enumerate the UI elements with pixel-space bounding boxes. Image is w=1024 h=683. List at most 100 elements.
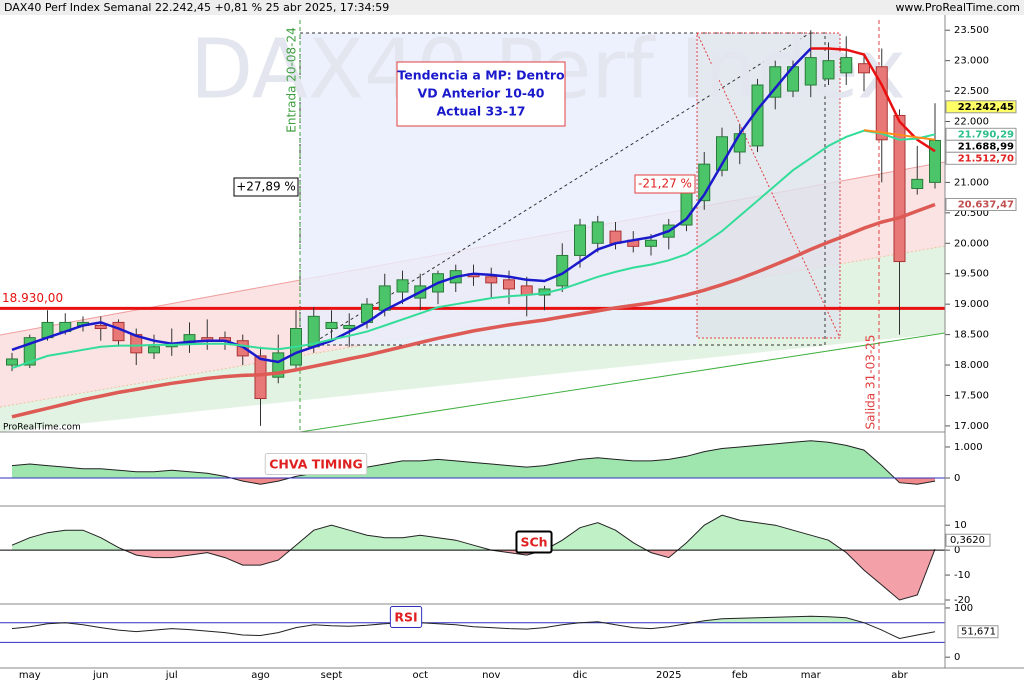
annotation-line: VD Anterior 10-40 [418, 86, 545, 101]
candle-body [929, 139, 941, 183]
candle-body [325, 321, 338, 330]
moving-average [11, 202, 936, 419]
y-tick-label: -10 [954, 570, 970, 581]
x-tick-label: feb [732, 670, 748, 681]
last-value: 51,671 [961, 627, 996, 638]
candle-body [254, 355, 267, 400]
candle-body [112, 321, 125, 342]
indicator-panes: 0 1.000 CHVA TIMING -20 -10 0 10 0,3620 SCh 0 100 5… [0, 440, 999, 663]
candle-body [645, 239, 657, 247]
candle-body [893, 114, 906, 263]
candle-body [804, 57, 817, 86]
indicator-line [11, 615, 936, 640]
candle-body [840, 57, 853, 74]
y-tick-label: 20.000 [954, 238, 989, 249]
candle-body [272, 352, 285, 378]
annotation-line: Tendencia a MP: Dentro [397, 68, 565, 83]
price-label: 21.512,70 [958, 153, 1014, 164]
x-tick-label: jul [165, 670, 178, 681]
indicator-label: CHVA TIMING [269, 457, 362, 472]
indicator-area [12, 550, 935, 600]
gain-label: +27,89 % [236, 180, 296, 194]
candle-body [485, 276, 498, 284]
indicator-area [12, 478, 935, 485]
price-label: 21.688,99 [958, 141, 1014, 152]
y-tick-label: 0 [954, 473, 960, 484]
y-tick-label: 19.500 [954, 269, 989, 280]
y-tick-label: 1.000 [954, 442, 983, 453]
candle-body [698, 163, 711, 202]
y-tick-label: 18.000 [954, 360, 989, 371]
candle-body [574, 224, 586, 256]
y-tick-label: 23.500 [954, 25, 989, 36]
indicator-label-box [264, 453, 368, 475]
header-title: DAX40 Perf Index Semanal 22.242,45 +0,81… [4, 1, 389, 14]
candle-body [591, 221, 604, 244]
price-label: 20.637,47 [958, 199, 1014, 210]
last-value: 0,3620 [950, 535, 985, 546]
candle-body [23, 337, 36, 366]
x-tick-label: ago [251, 670, 270, 681]
y-tick-label: 17.500 [954, 390, 989, 401]
candle-body [396, 279, 409, 293]
channel-line [299, 332, 945, 432]
annotation-line: Actual 33-17 [436, 104, 525, 119]
candle-body [343, 324, 356, 330]
x-tick-label: abr [891, 670, 908, 681]
indicator-label-box [515, 530, 553, 554]
indicator-line [11, 440, 936, 485]
entry-label: Entrada 20-08-24 [285, 27, 299, 132]
y-tick-label: 100 [954, 603, 973, 614]
support-label: 18.930,00 [2, 291, 63, 305]
y-tick-label: 21.000 [954, 177, 989, 188]
price-label-box [945, 197, 1017, 211]
exit-label: Salida 31-03-25 [864, 335, 878, 430]
gain-box [233, 177, 299, 197]
indicator-pane: 0 100 51,671 RSI [0, 603, 999, 663]
price-label-box [945, 100, 1017, 114]
candle-body [6, 358, 18, 366]
x-tick-label: sept [321, 670, 343, 681]
y-tick-label: 20.500 [954, 208, 989, 219]
source-label: ProRealTime.com [3, 423, 81, 433]
indicator-area [64, 616, 865, 623]
x-tick-label: may [19, 670, 41, 681]
candle-body [378, 285, 391, 311]
candle-body [911, 178, 924, 189]
annotation-box [396, 61, 566, 127]
indicator-label-box [389, 606, 423, 628]
indicator-pane: -20 -10 0 10 0,3620 SCh [0, 514, 991, 606]
candle-body [875, 66, 888, 141]
last-value-box [957, 625, 999, 639]
y-tick-label: 22.500 [954, 86, 989, 97]
candle-body [236, 340, 249, 357]
candle-body [94, 324, 107, 330]
x-tick-label: jun [92, 670, 108, 681]
header-site: www.ProRealTime.com [895, 1, 1020, 14]
price-label: 21.790,29 [958, 129, 1014, 140]
price-plot: 17.000 17.500 18.000 18.500 19.000 19.500 20.0… [0, 25, 1017, 432]
header-bar [0, 0, 1024, 15]
price-label: 22.242,45 [958, 102, 1014, 113]
y-tick-label: 17.000 [954, 421, 989, 432]
y-tick-label: 10 [954, 520, 967, 531]
y-tick-label: 23.000 [954, 56, 989, 67]
candle-body [822, 60, 835, 80]
drawdown-diagonal [696, 32, 841, 339]
candle-body [858, 63, 870, 74]
moving-average [863, 129, 936, 141]
y-tick-label: 0 [954, 652, 960, 663]
moving-average [11, 129, 936, 370]
y-tick-label: 0 [954, 545, 960, 556]
indicator-area [12, 440, 935, 478]
candle-body [503, 279, 515, 290]
indicator-line [11, 514, 936, 601]
price-label-box [945, 151, 1017, 165]
indicator-pane: 0 1.000 CHVA TIMING [0, 440, 983, 485]
x-tick-label: 2025 [656, 670, 681, 681]
moving-average [11, 47, 812, 364]
x-tick-label: oct [412, 670, 428, 681]
trade-diagonal [309, 32, 811, 346]
y-tick-label: 19.000 [954, 299, 989, 310]
